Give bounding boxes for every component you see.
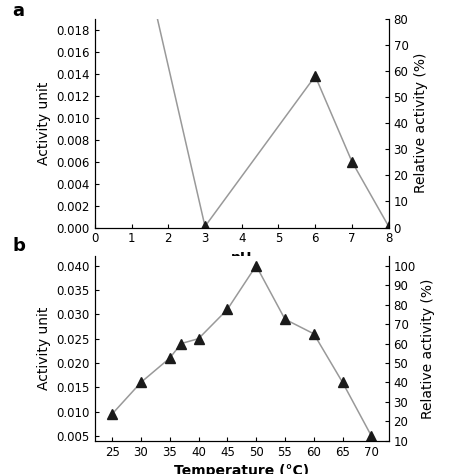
Text: b: b	[12, 237, 26, 255]
Y-axis label: Activity unit: Activity unit	[37, 82, 51, 165]
X-axis label: pH: pH	[231, 251, 253, 265]
Y-axis label: Relative activity (%): Relative activity (%)	[414, 53, 428, 193]
Y-axis label: Activity unit: Activity unit	[37, 307, 51, 390]
Text: a: a	[12, 2, 25, 20]
Y-axis label: Relative activity (%): Relative activity (%)	[421, 278, 435, 419]
X-axis label: Temperature (°C): Temperature (°C)	[174, 464, 310, 474]
